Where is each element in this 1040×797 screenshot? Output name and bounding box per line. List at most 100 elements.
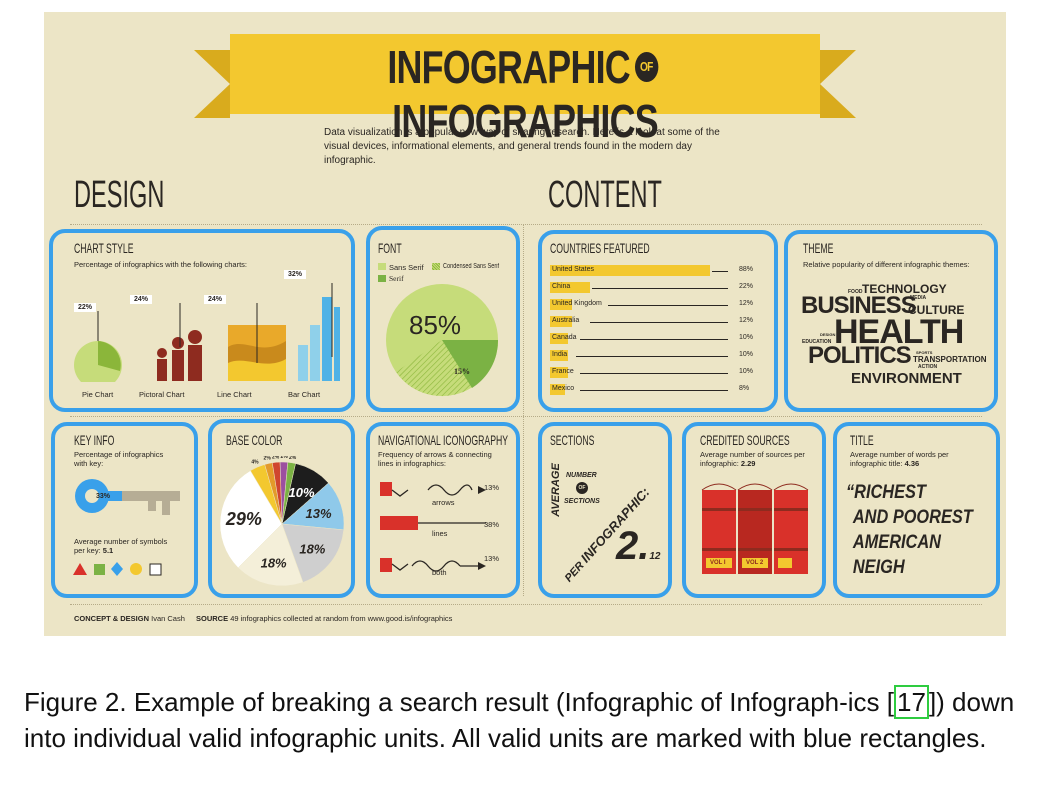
- pie-chart-label: Pie Chart: [82, 390, 114, 399]
- navigation-title: NAVIGATIONAL ICONOGRAPHY: [378, 432, 509, 448]
- diamond-symbol: [111, 562, 123, 576]
- both-arrow-head: [478, 562, 486, 570]
- theme-media: MEDIA: [910, 295, 927, 301]
- credited-title: CREDITED SOURCES: [700, 432, 790, 448]
- bar-chart-label: Bar Chart: [288, 390, 321, 399]
- country-name: United Kingdom: [552, 300, 602, 307]
- theme-title: THEME: [803, 240, 834, 256]
- font-pie-chart: [386, 284, 499, 397]
- footer-source-label: SOURCE: [196, 614, 229, 623]
- arrows-wave: [427, 484, 473, 496]
- country-value: 8%: [739, 385, 750, 392]
- country-name: India: [552, 351, 568, 358]
- banner-tail-left: [194, 50, 230, 118]
- arrows-bar: [380, 482, 392, 496]
- base-color-pie: 10%13%18%18%29%4%2% 2% 2% 2%: [219, 456, 345, 587]
- key-info-avg-value: 5.1: [102, 546, 114, 555]
- title-right: INFOGRAPHICS: [392, 95, 659, 147]
- theme-environment: ENVIRONMENT: [851, 370, 962, 387]
- key-info-title: KEY INFO: [74, 432, 115, 448]
- theme-technology: TECHNOLOGY: [862, 282, 947, 296]
- legend-sans-serif: Sans Serif: [389, 263, 424, 272]
- base-color-slice: [281, 523, 344, 583]
- sections-value-decimal: 12: [649, 551, 661, 562]
- arrows-label: arrows: [432, 498, 455, 507]
- citation-link[interactable]: 17: [894, 685, 929, 719]
- sections-value-main: 2.: [616, 524, 650, 568]
- key-info-avg-text: Average number of symbols per key: 5.1: [74, 537, 174, 555]
- theme-culture: CULTURE: [908, 303, 965, 317]
- base-color-slice: [237, 523, 304, 587]
- line-chart-value: 24%: [204, 295, 227, 304]
- title-card-subtitle: Average number of words per infographic …: [850, 450, 970, 468]
- key-info-value: 33%: [96, 493, 111, 500]
- square-symbol: [94, 564, 105, 575]
- sections-number: NUMBER: [566, 472, 597, 479]
- country-leader-line: [712, 271, 728, 272]
- arrow-head: [478, 486, 486, 494]
- infographic-poster: INFOGRAPHIC OFINFOGRAPHICS Data visualiza…: [44, 12, 1006, 636]
- base-color-slice-label: 13%: [306, 506, 332, 521]
- lines-label: lines: [432, 529, 448, 538]
- both-wave: [411, 560, 461, 572]
- theme-card: [784, 230, 998, 412]
- books-icon: [701, 483, 809, 574]
- country-value: 12%: [739, 317, 754, 324]
- country-leader-line: [576, 356, 728, 357]
- country-leader-line: [579, 339, 728, 340]
- pictoral-chart-icon: [157, 330, 202, 381]
- section-content: CONTENT: [548, 174, 662, 216]
- title-quote-line-3: AMERICAN: [852, 532, 941, 553]
- navigation-graphics: [380, 482, 486, 572]
- footer-concept: CONCEPT & DESIGN Ivan Cash: [74, 614, 185, 623]
- base-color-slice-label: 18%: [299, 542, 325, 557]
- title-quote-line-2: AND POOREST: [852, 507, 973, 528]
- country-bar: [550, 350, 569, 361]
- key-info-card: [51, 422, 198, 598]
- divider-middle: [70, 416, 982, 417]
- lines-value: 38%: [484, 520, 500, 529]
- country-leader-line: [592, 288, 728, 289]
- legend-serif-swatch: [378, 275, 386, 282]
- country-value: 10%: [739, 351, 754, 358]
- country-leader-line: [579, 373, 728, 374]
- country-leader-line: [608, 305, 728, 306]
- bar-chart-value: 32%: [284, 270, 307, 279]
- legend-sans-serif-swatch: [378, 263, 386, 270]
- font-small-value: 15%: [454, 367, 470, 376]
- chart-style-subtitle: Percentage of infographics with the foll…: [74, 260, 248, 269]
- theme-education: EDUCATION: [802, 339, 832, 345]
- caption-text-before: Figure 2. Example of breaking a search r…: [24, 687, 887, 717]
- theme-sports: SPORTS: [916, 350, 933, 355]
- country-bar: [550, 282, 590, 293]
- credited-value: 2.29: [740, 459, 756, 468]
- arrows-value: 13%: [484, 483, 500, 492]
- title-left: INFOGRAPHIC: [387, 41, 630, 93]
- base-color-slice: [281, 462, 296, 525]
- font-title: FONT: [378, 240, 402, 256]
- country-name: China: [552, 283, 571, 290]
- pictoral-chart-label: Pictoral Chart: [139, 390, 185, 399]
- countries-card: [538, 230, 778, 412]
- country-leader-line: [590, 322, 728, 323]
- both-value: 13%: [484, 554, 500, 563]
- country-name: Canada: [552, 334, 577, 341]
- circle-symbol: [130, 563, 142, 575]
- base-color-slice-label: 29%: [225, 509, 262, 529]
- country-value: 10%: [739, 334, 754, 341]
- legend-condensed-swatch: [432, 263, 440, 270]
- theme-politics: POLITICS: [808, 342, 912, 369]
- country-bar: [550, 265, 710, 276]
- theme-design: DESIGN: [820, 332, 836, 337]
- title-card: [833, 422, 1000, 598]
- footer-source-text: 49 infographics collected at random from…: [230, 614, 453, 623]
- sections-card: [538, 422, 672, 598]
- country-name: Australia: [552, 317, 580, 324]
- bar-chart-icon: [298, 297, 340, 381]
- sections-of: OF: [576, 482, 588, 494]
- poster-title: INFOGRAPHIC OF INFOGRAPHICS: [295, 40, 755, 148]
- theme-food: FOOD: [848, 289, 863, 295]
- title-banner: [230, 34, 820, 114]
- hatched-symbol: [149, 563, 162, 576]
- base-color-slice-label: 2%: [289, 456, 297, 461]
